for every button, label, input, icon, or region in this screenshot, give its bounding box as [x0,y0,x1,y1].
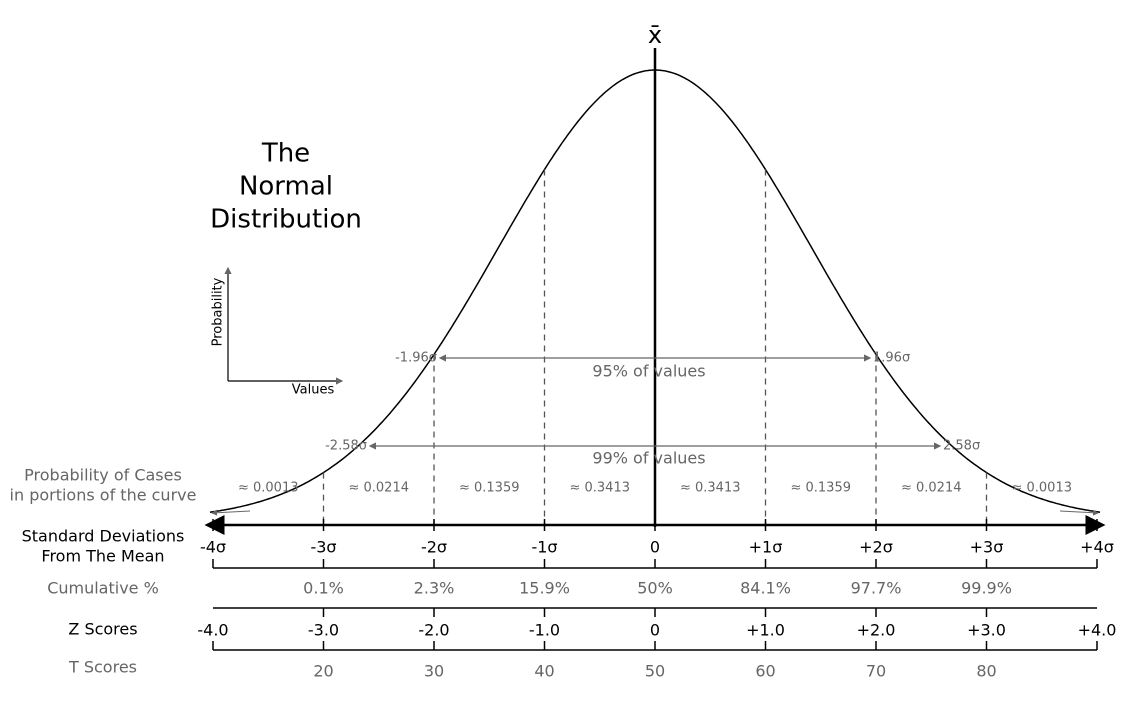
title-line: Normal [239,172,333,202]
portion-label: ≈ 0.3413 [680,481,741,496]
portion-label: ≈ 0.0214 [348,481,409,496]
t-label: 30 [424,662,444,681]
row-label: Probability of Cases [24,466,182,485]
right-tail-arrow [1059,509,1099,516]
sd-label: 0 [650,538,660,557]
z-label: +3.0 [967,621,1006,640]
z-label: -2.0 [418,621,449,640]
row-label: T Scores [68,658,137,677]
t-label: 20 [313,662,333,681]
sd-label: +2σ [859,538,893,557]
sd-label: -2σ [421,538,447,557]
inset-y-label: Probability [211,277,226,346]
portion-label: ≈ 0.1359 [459,481,520,496]
t-label: 70 [866,662,886,681]
inset-x-label: Values [292,383,335,398]
mean-symbol: x̄ [648,21,662,49]
portion-label: ≈ 0.1359 [790,481,851,496]
sd-label: -3σ [310,538,336,557]
interval-from: -2.58σ [325,439,367,454]
cumulative-label: 97.7% [851,579,902,598]
row-label: Standard Deviations [22,527,185,546]
interval-to: 2.58σ [943,439,980,454]
interval-from: -1.96σ [395,351,437,366]
cumulative-label: 2.3% [414,579,455,598]
t-label: 60 [755,662,775,681]
sd-label: +4σ [1080,538,1114,557]
cumulative-label: 50% [637,579,673,598]
sd-label: +3σ [970,538,1004,557]
t-label: 40 [534,662,554,681]
row-label: in portions of the curve [10,486,197,505]
title-line: Distribution [210,205,362,235]
z-label: +4.0 [1078,621,1117,640]
sd-label: -1σ [531,538,557,557]
cumulative-label: 84.1% [740,579,791,598]
sd-label: +1σ [749,538,783,557]
portion-label: ≈ 0.3413 [569,481,630,496]
sd-dashed-lines [322,169,988,527]
portion-label: ≈ 0.0013 [1011,481,1072,496]
t-label: 80 [976,662,996,681]
z-label: -3.0 [308,621,339,640]
z-label: 0 [650,621,660,640]
sd-label: -4σ [200,538,226,557]
z-label: -4.0 [197,621,228,640]
t-label: 50 [645,662,665,681]
portion-label: ≈ 0.0214 [901,481,962,496]
row-label: Z Scores [68,620,137,639]
left-tail-arrow [211,509,251,516]
row-label: Cumulative % [47,579,159,598]
title-line: The [261,139,310,169]
interval-label: 95% of values [592,362,705,381]
cumulative-label: 99.9% [961,579,1012,598]
cumulative-label: 0.1% [303,579,344,598]
bell-curve [209,69,1101,513]
z-label: -1.0 [529,621,560,640]
row-label: From The Mean [41,547,164,566]
portion-label: ≈ 0.0013 [238,481,299,496]
interval-label: 99% of values [592,449,705,468]
interval-to: 1.96σ [873,351,910,366]
cumulative-label: 15.9% [519,579,570,598]
z-label: +2.0 [857,621,896,640]
z-label: +1.0 [746,621,785,640]
